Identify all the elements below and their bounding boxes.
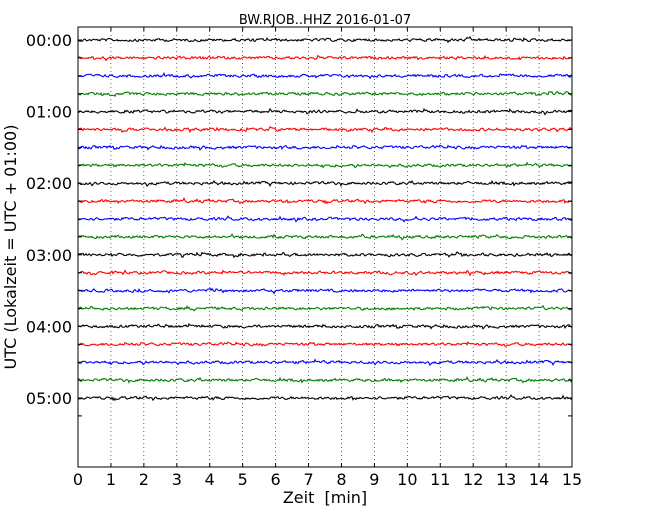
y-tick-label: 00:00 xyxy=(26,31,72,50)
trace-0430 xyxy=(77,358,573,367)
x-axis-ticks: 0 1 2 3 4 5 6 7 8 9 10 11 12 13 14 15 xyxy=(73,27,582,489)
x-axis-label: Zeit [min] xyxy=(283,488,367,507)
trace-0445 xyxy=(77,376,573,384)
x-tick-label: 0 xyxy=(73,470,83,489)
y-tick-label: 04:00 xyxy=(26,317,72,336)
trace-0145 xyxy=(77,161,573,169)
trace-0500 xyxy=(77,394,573,402)
y-tick-label: 05:00 xyxy=(26,389,72,408)
trace-0130 xyxy=(77,144,573,151)
chart-title: BW.RJOB..HHZ 2016-01-07 xyxy=(239,13,411,28)
trace-0245 xyxy=(77,233,573,241)
x-tick-label: 9 xyxy=(369,470,379,489)
trace-0330 xyxy=(77,287,573,295)
trace-0115 xyxy=(77,125,573,134)
x-tick-label: 15 xyxy=(562,470,582,489)
trace-0000 xyxy=(77,35,573,44)
x-tick-label: 3 xyxy=(172,470,182,489)
x-tick-label: 5 xyxy=(238,470,248,489)
trace-0230 xyxy=(77,215,573,223)
x-tick-label: 4 xyxy=(205,470,215,489)
trace-0015 xyxy=(77,54,573,62)
y-axis-label: UTC (Lokalzeit = UTC + 01:00) xyxy=(1,125,20,370)
trace-0315 xyxy=(77,269,573,277)
trace-0045 xyxy=(77,90,573,98)
trace-0415 xyxy=(77,340,573,347)
y-tick-label: 01:00 xyxy=(26,103,72,122)
vertical-grid xyxy=(110,27,540,467)
x-tick-label: 1 xyxy=(106,470,116,489)
trace-0030 xyxy=(77,71,573,80)
x-tick-label: 6 xyxy=(271,470,281,489)
trace-0200 xyxy=(77,179,573,188)
x-tick-label: 14 xyxy=(529,470,549,489)
trace-0300 xyxy=(77,251,573,259)
x-tick-label: 8 xyxy=(336,470,346,489)
x-tick-label: 7 xyxy=(303,470,313,489)
y-tick-label: 03:00 xyxy=(26,246,72,265)
trace-0215 xyxy=(77,197,573,205)
x-tick-label: 11 xyxy=(430,470,450,489)
x-tick-label: 13 xyxy=(496,470,516,489)
y-tick-label: 02:00 xyxy=(26,174,72,193)
trace-0345 xyxy=(77,304,573,312)
x-tick-label: 12 xyxy=(463,470,483,489)
trace-0100 xyxy=(77,107,573,116)
trace-0400 xyxy=(77,322,573,330)
x-tick-label: 10 xyxy=(397,470,417,489)
x-tick-label: 2 xyxy=(139,470,149,489)
trace-group xyxy=(77,35,573,417)
plot-frame xyxy=(77,26,573,468)
y-axis-ticks: 00:00 01:00 02:00 03:00 04:00 05:00 xyxy=(26,31,572,417)
